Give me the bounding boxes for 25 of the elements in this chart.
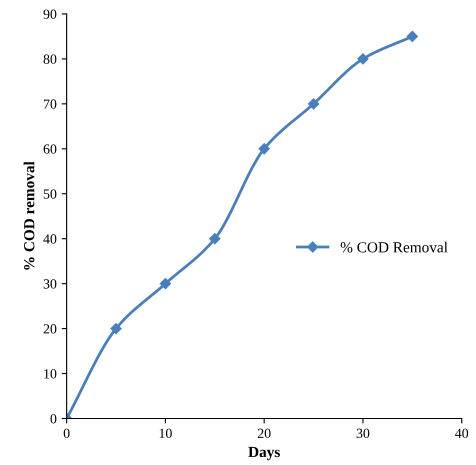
y-axis-title: % COD removal — [24, 161, 34, 270]
x-tick-label: 0 — [64, 428, 70, 438]
point — [258, 143, 270, 154]
y-tick-label: 20 — [44, 324, 56, 334]
x-tick-label: 40 — [455, 428, 468, 438]
x-tick-label: 20 — [258, 428, 271, 438]
x-tick-label: 10 — [160, 428, 172, 438]
point — [110, 322, 122, 334]
point — [308, 98, 320, 110]
y-tick-label: 60 — [44, 144, 56, 154]
point — [357, 53, 369, 65]
x-axis-title: Days — [248, 446, 280, 460]
point — [209, 233, 220, 244]
legend-label: % COD Removal — [340, 242, 448, 253]
point — [406, 30, 418, 42]
y-tick-label: 80 — [44, 54, 56, 64]
y-tick-label: 50 — [44, 189, 56, 199]
point — [160, 278, 172, 290]
y-tick-label: 70 — [44, 99, 56, 109]
y-tick-label: 30 — [44, 279, 56, 289]
y-tick-label: 90 — [43, 10, 56, 19]
y-tick-label: 0 — [50, 414, 56, 424]
x-tick-label: 30 — [356, 428, 370, 438]
y-tick-label: 40 — [43, 234, 56, 244]
y-tick-label: 10 — [44, 369, 56, 379]
